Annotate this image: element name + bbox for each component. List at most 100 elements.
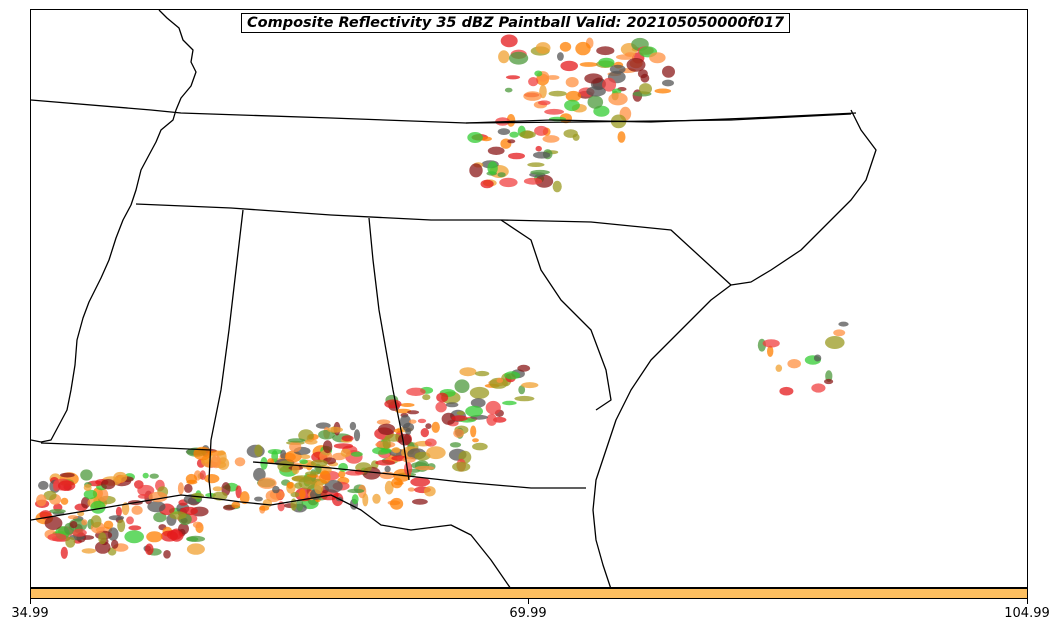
- reflectivity-blob: [36, 494, 47, 507]
- reflectivity-blob: [436, 392, 449, 403]
- reflectivity-blob: [575, 41, 591, 56]
- reflectivity-blob: [420, 428, 429, 438]
- reflectivity-blob: [474, 370, 490, 377]
- reflectivity-blob: [489, 377, 508, 389]
- reflectivity-blob: [372, 493, 381, 504]
- reflectivity-blob: [353, 429, 361, 442]
- reflectivity-blob: [376, 419, 391, 425]
- reflectivity-blob: [596, 46, 615, 56]
- reflectivity-blob: [318, 429, 335, 440]
- reflectivity-blob: [565, 90, 582, 102]
- reflectivity-blob: [502, 400, 517, 406]
- reflectivity-blob: [315, 422, 331, 429]
- reflectivity-blob: [415, 465, 435, 471]
- reflectivity-blob: [212, 486, 223, 492]
- reflectivity-blob: [131, 505, 143, 515]
- reflectivity-blob: [639, 83, 652, 95]
- reflectivity-blob: [456, 411, 465, 416]
- reflectivity-blob: [552, 180, 562, 193]
- reflectivity-blob: [310, 459, 328, 467]
- reflectivity-blob: [314, 481, 324, 495]
- reflectivity-blob: [469, 163, 483, 178]
- reflectivity-blob: [146, 531, 163, 543]
- reflectivity-blob: [362, 493, 369, 507]
- reflectivity-blob: [504, 371, 521, 380]
- reflectivity-blob: [204, 474, 220, 484]
- reflectivity-blob: [142, 472, 149, 479]
- colorbar-label-min: 34.99: [11, 606, 49, 621]
- reflectivity-blob: [177, 482, 184, 495]
- ms-al-border: [208, 209, 244, 499]
- reflectivity-blob: [287, 438, 306, 443]
- reflectivity-blob: [299, 488, 306, 500]
- reflectivity-blob: [231, 501, 241, 509]
- reflectivity-blob: [235, 485, 242, 499]
- colorbar: [30, 588, 1028, 599]
- reflectivity-blob: [398, 433, 412, 446]
- reflectivity-blob: [43, 490, 57, 501]
- reflectivity-blob: [813, 354, 822, 362]
- reflectivity-blob: [65, 536, 76, 548]
- reflectivity-blob: [347, 488, 365, 494]
- reflectivity-blob: [391, 477, 403, 489]
- reflectivity-blob: [186, 543, 205, 555]
- reflectivity-blob: [586, 86, 606, 97]
- reflectivity-blob: [121, 502, 130, 516]
- reflectivity-blob: [234, 457, 246, 467]
- reflectivity-blob: [557, 52, 564, 61]
- reflectivity-blob: [517, 364, 531, 372]
- tn-south-border: [135, 203, 501, 221]
- reflectivity-blob: [538, 100, 551, 106]
- reflectivity-blob: [412, 498, 428, 505]
- reflectivity-blob: [598, 57, 615, 68]
- reflectivity-blob: [375, 459, 396, 466]
- reflectivity-blob: [609, 64, 626, 74]
- reflectivity-blob: [291, 464, 300, 475]
- reflectivity-blob: [254, 496, 263, 502]
- reflectivity-blob: [544, 108, 564, 115]
- reflectivity-blob: [289, 441, 302, 453]
- reflectivity-blob: [775, 364, 783, 372]
- reflectivity-blob: [60, 546, 68, 559]
- reflectivity-blob: [535, 145, 542, 152]
- reflectivity-blob: [608, 92, 628, 106]
- reflectivity-blob: [417, 418, 427, 424]
- fl-north-border: [252, 461, 586, 489]
- reflectivity-blob: [449, 442, 462, 448]
- reflectivity-blob: [649, 52, 666, 64]
- reflectivity-blob: [480, 179, 494, 189]
- reflectivity-blob: [211, 454, 221, 469]
- reflectivity-blob: [390, 497, 404, 510]
- reflectivity-blob: [199, 470, 206, 480]
- reflectivity-blob: [470, 398, 486, 408]
- reflectivity-blob: [518, 385, 526, 395]
- reflectivity-blob: [424, 438, 437, 447]
- reflectivity-blob: [186, 535, 206, 543]
- reflectivity-blob: [305, 471, 320, 476]
- reflectivity-blob: [101, 479, 116, 490]
- reflectivity-blob: [299, 459, 308, 465]
- reflectivity-blob: [90, 515, 102, 528]
- reflectivity-blob: [505, 75, 521, 80]
- reflectivity-blob: [497, 172, 506, 178]
- reflectivity-blob: [44, 516, 63, 530]
- reflectivity-blob: [338, 462, 348, 472]
- reflectivity-blob: [108, 515, 125, 521]
- reflectivity-blob: [97, 488, 109, 502]
- reflectivity-blob: [624, 52, 636, 57]
- reflectivity-blob: [435, 401, 447, 413]
- reflectivity-blob: [587, 95, 604, 109]
- reflectivity-blob: [602, 77, 617, 92]
- reflectivity-blob: [825, 336, 845, 349]
- colorbar-tick-min: [30, 599, 31, 604]
- reflectivity-blob: [90, 500, 106, 514]
- reflectivity-blob: [254, 444, 263, 457]
- reflectivity-blob: [399, 414, 411, 429]
- reflectivity-blob: [535, 174, 554, 188]
- reflectivity-blob: [49, 509, 66, 514]
- reflectivity-blob: [838, 321, 849, 327]
- reflectivity-blob: [811, 383, 826, 393]
- reflectivity-blob: [300, 454, 311, 460]
- reflectivity-blob: [564, 99, 580, 112]
- reflectivity-blob: [534, 70, 543, 77]
